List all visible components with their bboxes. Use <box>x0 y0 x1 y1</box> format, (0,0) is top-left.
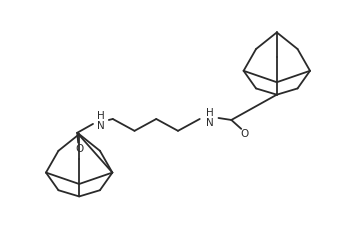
Text: O: O <box>240 129 248 139</box>
Text: H
N: H N <box>206 108 213 128</box>
Text: H
N: H N <box>97 111 105 131</box>
Text: O: O <box>75 144 83 154</box>
